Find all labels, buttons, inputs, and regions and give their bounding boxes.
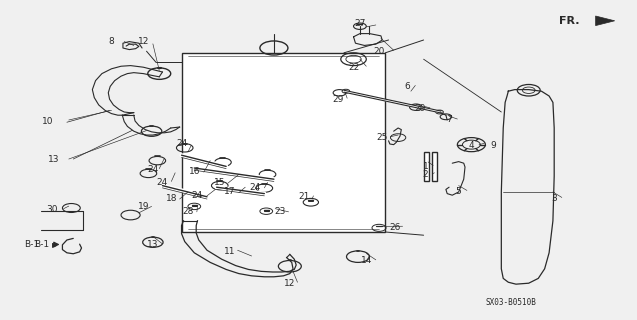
Text: 7: 7 (446, 116, 452, 124)
Text: 25: 25 (376, 133, 388, 142)
Text: B-1: B-1 (24, 240, 39, 249)
Text: 16: 16 (189, 167, 200, 176)
Text: 27: 27 (354, 20, 366, 28)
Text: 15: 15 (214, 178, 225, 187)
Text: 12: 12 (138, 37, 149, 46)
Text: 29: 29 (415, 104, 426, 113)
Text: 11: 11 (224, 247, 235, 256)
Text: 29: 29 (332, 95, 343, 104)
Text: 8: 8 (108, 37, 115, 46)
Bar (432, 152, 437, 181)
Text: 24: 24 (249, 183, 261, 192)
Text: 24: 24 (157, 178, 168, 187)
Text: 26: 26 (389, 223, 401, 232)
Text: 9: 9 (490, 141, 497, 150)
Text: FR.: FR. (559, 16, 580, 26)
Polygon shape (596, 16, 615, 26)
Text: 24: 24 (176, 140, 187, 148)
Text: 19: 19 (138, 202, 149, 211)
Text: 6: 6 (404, 82, 411, 91)
Bar (424, 152, 429, 181)
Text: 1: 1 (422, 162, 429, 171)
Text: 22: 22 (348, 63, 359, 72)
Text: 18: 18 (166, 194, 178, 203)
Text: 23: 23 (275, 207, 286, 216)
Text: 14: 14 (361, 256, 372, 265)
Text: SX03-B0510B: SX03-B0510B (485, 298, 536, 307)
Text: 10: 10 (42, 117, 54, 126)
Text: 3: 3 (551, 194, 557, 203)
Text: 20: 20 (373, 47, 385, 56)
Text: 5: 5 (455, 188, 462, 196)
Bar (182, 53, 385, 232)
Text: 2: 2 (423, 170, 428, 179)
Text: 13: 13 (147, 240, 159, 249)
Text: 30: 30 (47, 205, 58, 214)
Text: 28: 28 (182, 207, 194, 216)
Text: 12: 12 (284, 279, 296, 288)
Text: B-1: B-1 (34, 240, 49, 249)
Text: 13: 13 (48, 156, 60, 164)
Text: 24: 24 (192, 191, 203, 200)
Text: 17: 17 (224, 188, 235, 196)
Text: 21: 21 (299, 192, 310, 201)
Text: 24: 24 (147, 165, 159, 174)
Text: 4: 4 (469, 141, 474, 150)
